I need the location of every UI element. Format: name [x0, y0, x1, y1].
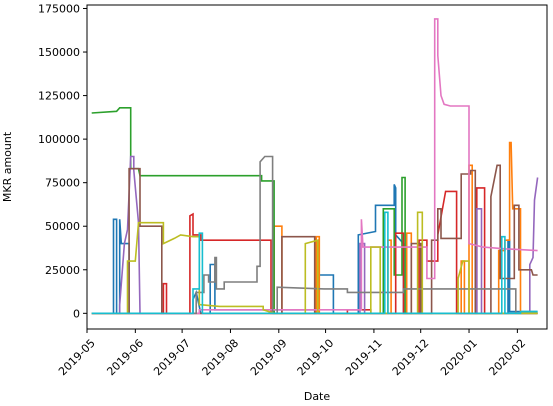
y-tick-label: 150000	[38, 46, 80, 59]
series-line-8	[91, 155, 538, 315]
x-tick-label: 2019-05	[56, 337, 98, 379]
y-tick-label: 75000	[45, 177, 80, 190]
y-tick-label: 175000	[38, 2, 80, 15]
x-tick-label: 2020-01	[438, 337, 480, 379]
series-line-5	[91, 155, 539, 315]
series-line-7	[91, 18, 538, 315]
y-axis: 0 25000 50000 75000 100000 125000 150000 175000	[38, 2, 87, 320]
x-tick-label: 2019-12	[390, 337, 432, 379]
series-layer	[91, 18, 539, 315]
x-tick-label: 2019-07	[151, 337, 193, 379]
x-axis: 2019-05 2019-06 2019-07 2019-08 2019-09 2019-…	[56, 329, 528, 378]
plot-frame	[86, 4, 548, 330]
y-tick-label: 50000	[45, 220, 80, 233]
y-tick-label: 25000	[45, 264, 80, 277]
series-line-6	[91, 164, 538, 315]
x-tick-label: 2020-02	[486, 337, 528, 379]
y-axis-title: MKR amount	[1, 131, 14, 202]
x-tick-label: 2019-10	[295, 337, 337, 379]
series-line-3	[91, 107, 538, 315]
y-tick-label: 125000	[38, 90, 80, 103]
x-axis-title: Date	[304, 390, 331, 403]
x-tick-label: 2019-06	[104, 337, 146, 379]
series-line-2	[91, 141, 538, 315]
y-tick-label: 0	[73, 307, 80, 320]
x-tick-label: 2019-11	[343, 337, 385, 379]
series-line-10	[91, 211, 538, 315]
x-tick-label: 2019-08	[200, 337, 242, 379]
y-tick-label: 100000	[38, 133, 80, 146]
x-tick-label: 2019-09	[248, 337, 290, 379]
